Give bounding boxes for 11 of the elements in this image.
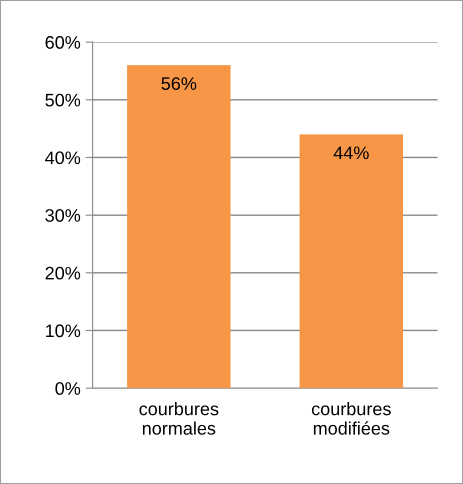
- y-tick-label: 20%: [46, 266, 80, 280]
- y-tick-label: 40%: [45, 151, 80, 164]
- y-tick-label: 60%: [46, 36, 80, 49]
- data-label: 44%: [334, 146, 369, 160]
- data-label: 56%: [161, 77, 196, 90]
- y-tick-label: 0%: [55, 382, 80, 395]
- y-tick-label: 10%: [46, 324, 80, 338]
- y-tick-label: 30%: [45, 209, 80, 222]
- x-tick-label: courbures modifiées: [312, 402, 391, 435]
- y-tick-label: 50%: [45, 94, 80, 107]
- x-tick-label: courbures normales: [139, 402, 218, 435]
